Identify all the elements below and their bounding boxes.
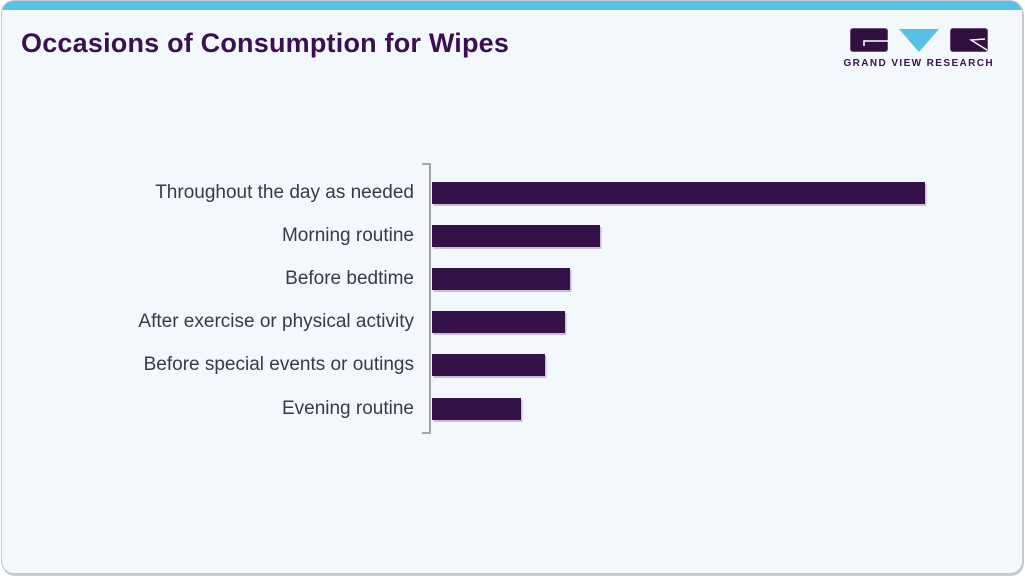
grand-view-research-logo: GRAND VIEW RESEARCH [844,28,995,69]
chart-row: Before special events or outings [2,344,1022,387]
logo-marks [849,28,988,52]
bar [432,181,925,204]
bar [432,354,546,377]
bar [432,397,521,420]
bar [432,267,571,290]
bar-label: Before special events or outings [143,354,414,376]
bar-label: Before bedtime [285,267,414,289]
bar [432,311,566,334]
top-accent-stripe [2,1,1022,10]
logo-g-icon [849,28,888,52]
chart-row: Evening routine [2,387,1022,430]
chart-row: Throughout the day as needed [2,171,1022,214]
bar-label: Evening routine [281,397,414,419]
bar-label: Morning routine [281,224,414,246]
bar-chart: Throughout the day as needed Morning rout… [2,171,1022,430]
logo-v-triangle-icon [898,29,939,52]
header: Occasions of Consumption for Wipes [2,10,1022,69]
logo-wordmark: GRAND VIEW RESEARCH [843,58,994,69]
page-title: Occasions of Consumption for Wipes [21,28,510,58]
bar [432,224,600,247]
bar-label: Throughout the day as needed [155,181,414,203]
y-axis-line [422,163,431,434]
bar-label: After exercise or physical activity [138,311,414,333]
logo-r-icon [949,28,988,52]
chart-row: Before bedtime [2,257,1022,300]
chart-row: After exercise or physical activity [2,301,1022,344]
chart-row: Morning routine [2,214,1022,257]
